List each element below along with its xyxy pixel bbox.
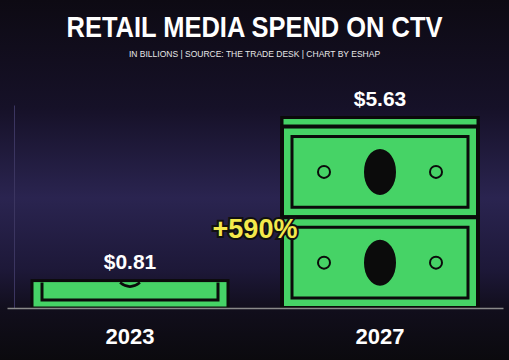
bill-portrait — [120, 283, 140, 287]
x-tick: 2023 — [106, 308, 155, 349]
bill-dot — [430, 257, 442, 269]
plot-area — [32, 118, 478, 308]
annotation: +590% — [213, 214, 298, 244]
bill-border — [292, 137, 468, 208]
x-axis-line — [8, 308, 504, 310]
bill-portrait — [363, 239, 397, 287]
data-label: $5.63 — [354, 87, 407, 110]
bill-border — [42, 283, 218, 300]
bill — [282, 127, 478, 218]
chart-svg: RETAIL MEDIA SPEND ON CTV IN BILLIONS | S… — [0, 0, 509, 360]
x-tick-label: 2027 — [356, 324, 405, 349]
x-tick-label: 2023 — [106, 324, 155, 349]
x-axis: 2023 2027 — [8, 308, 504, 349]
chart-container: RETAIL MEDIA SPEND ON CTV IN BILLIONS | S… — [0, 0, 509, 360]
title: RETAIL MEDIA SPEND ON CTV — [67, 10, 443, 43]
y-axis-line — [14, 106, 15, 309]
subtitle: IN BILLIONS | SOURCE: THE TRADE DESK | C… — [129, 49, 380, 59]
x-tick: 2027 — [356, 308, 405, 349]
bill-detail — [42, 283, 218, 300]
bill-dot — [318, 257, 330, 269]
bill-portrait — [363, 148, 397, 196]
background — [0, 0, 509, 360]
bill-detail — [282, 118, 478, 308]
data-label: $0.81 — [104, 250, 157, 273]
bill-border — [292, 227, 468, 298]
bill — [282, 217, 478, 308]
bill-dot — [318, 166, 330, 178]
bill-dot — [430, 166, 442, 178]
bar — [282, 118, 478, 308]
bar — [32, 281, 228, 308]
y-axis — [14, 106, 15, 309]
